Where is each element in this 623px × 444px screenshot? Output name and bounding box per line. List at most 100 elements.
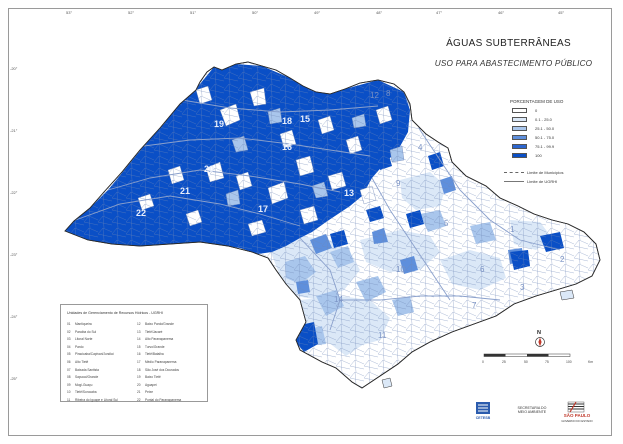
- ugrhi-list-item: 03 Litoral Norte: [67, 337, 93, 342]
- legend-swatch: [512, 126, 527, 131]
- ugrhi-number: 19: [214, 119, 224, 129]
- legend-label: 75.1 - 99.9: [535, 144, 555, 149]
- coord-top: 53°: [66, 10, 73, 15]
- coord-top: 51°: [190, 10, 197, 15]
- legend-swatch: [512, 135, 527, 140]
- map-frame: [8, 8, 612, 436]
- scale-label: 50: [524, 360, 528, 364]
- ugrhi-number: 17: [258, 204, 268, 214]
- ugrhi-number: 20: [204, 164, 214, 174]
- governo-label: GOVERNO DO ESTADO: [561, 419, 593, 423]
- ugrhi-list-item: 10 Tietê/Sorocaba: [67, 390, 97, 395]
- ugrhi-number: 7: [472, 301, 477, 310]
- ugrhi-number: 13: [344, 188, 354, 198]
- solid-line-symbol: [504, 181, 524, 183]
- ugrhi-number: 15: [300, 114, 310, 124]
- ugrhi-list-column: 01 Mantiqueira 02 Paraíba do Sul 03 Litoral…: [67, 322, 118, 406]
- ugrhi-list-box: Unidades de Gerenciamento de Recursos Hí…: [60, 304, 208, 402]
- north-label: N: [537, 330, 541, 336]
- coord-top: 46°: [498, 10, 505, 15]
- legend-title: PORCENTAGEM DE USO: [510, 99, 564, 104]
- ugrhi-list-item: 01 Mantiqueira: [67, 322, 92, 326]
- island: [381, 377, 393, 389]
- ugrhi-list-item: 07 Baixada Santista: [67, 367, 99, 372]
- coord-left: -20°: [10, 66, 18, 71]
- legend-label: 100: [535, 153, 542, 158]
- scale-label: 100: [566, 360, 572, 364]
- ugrhi-list-item: 05 Piracicaba/Capivari/Jundiaí: [67, 352, 114, 357]
- coord-left: -24°: [10, 314, 18, 319]
- legend-line-label: Limite de Municípios: [527, 170, 564, 175]
- ugrhi-list-item: 11 Ribeira do Iguape e Litoral Sul: [67, 397, 118, 402]
- ugrhi-number: 16: [282, 142, 292, 152]
- legend-label: 50.1 - 75.0: [535, 135, 555, 140]
- ugrhi-list-item: 12 Baixo Pardo/Grande: [137, 322, 174, 326]
- map-subtitle: USO PARA ABASTECIMENTO PÚBLICO: [434, 59, 593, 68]
- ugrhi-list-item: 14 Alto Paranapanema: [137, 337, 174, 342]
- scale-label: 0: [482, 360, 484, 364]
- coord-left: -25°: [10, 376, 18, 381]
- cetesb-label: CETESB: [475, 416, 491, 420]
- ugrhi-number: 14: [334, 295, 343, 304]
- ugrhi-list-item: 09 Mogi-Guaçu: [67, 382, 93, 387]
- coord-top: 45°: [558, 10, 565, 15]
- coord-left: -22°: [10, 190, 18, 195]
- legend-label: 25.1 - 50.0: [535, 126, 555, 131]
- coord-top: 49°: [314, 10, 321, 15]
- scale-label: Km: [588, 360, 594, 364]
- ugrhi-number: 11: [378, 331, 387, 340]
- dashed-line-symbol: [504, 172, 524, 174]
- ugrhi-number: 2: [560, 255, 565, 264]
- legend-swatch: [512, 108, 527, 113]
- ugrhi-number: 1: [510, 225, 515, 234]
- map-title: ÁGUAS SUBTERRÂNEAS: [446, 38, 571, 49]
- ugrhi-list-item: 04 Pardo: [67, 344, 84, 349]
- legend-line-label: Limite de UGRHI: [527, 179, 558, 184]
- coord-left: -23°: [10, 252, 18, 257]
- ugrhi-number: 18: [282, 116, 292, 126]
- legend-municipal-boundary: Limite de Municípios: [504, 170, 563, 175]
- cetesb-logo: [476, 402, 490, 414]
- coord-top: 50°: [252, 10, 259, 15]
- ugrhi-number: 8: [386, 89, 391, 98]
- ugrhi-number: 12: [370, 91, 379, 100]
- north-arrow: [535, 337, 545, 347]
- ugrhi-list-item: 13 Tietê/Jacaré: [137, 329, 163, 334]
- ugrhi-list-item: 16 Tietê/Batalha: [137, 352, 164, 357]
- coord-left: -21°: [10, 128, 18, 133]
- legend-swatch: [512, 117, 527, 122]
- ugrhi-number: 21: [180, 186, 190, 196]
- ugrhi-number: 10: [396, 265, 405, 274]
- ugrhi-list-item: 15 Turvo/Grande: [137, 344, 165, 349]
- secretaria-label: SECRETARIA DO MEIO AMBIENTE: [517, 406, 547, 414]
- coord-top: 47°: [436, 10, 443, 15]
- ugrhi-list-item: 18 São José dos Dourados: [137, 367, 180, 372]
- ugrhi-number: 4: [418, 143, 423, 152]
- ugrhi-list-column: 12 Baixo Pardo/Grande 13 Tietê/Jacaré 14 Al…: [137, 322, 181, 406]
- legend-swatch: [512, 153, 527, 158]
- scale-bar: [483, 353, 571, 357]
- scale-label: 25: [502, 360, 506, 364]
- ugrhi-list-item: 22 Pontal do Paranapanema: [137, 397, 182, 402]
- ugrhi-list-item: 19 Baixo Tietê: [137, 375, 161, 380]
- ugrhi-list-title: Unidades de Gerenciamento de Recursos Hí…: [67, 311, 163, 315]
- coord-top: 48°: [376, 10, 383, 15]
- ugrhi-number: 22: [136, 208, 146, 218]
- ugrhi-list-item: 21 Peixe: [137, 390, 153, 395]
- ugrhi-boundaries: [69, 91, 561, 331]
- ugrhi-list-item: 20 Aguapeí: [137, 382, 157, 387]
- ugrhi-number: 9: [396, 179, 401, 188]
- legend-ugrhi-boundary: Limite de UGRHI: [504, 179, 557, 184]
- scale-label: 75: [545, 360, 549, 364]
- ugrhi-number: 5: [444, 219, 449, 228]
- coord-top: 52°: [128, 10, 135, 15]
- sao-paulo-label: SÃO PAULO: [563, 413, 591, 418]
- ugrhi-number: 6: [480, 265, 485, 274]
- ugrhi-list-item: 06 Alto Tietê: [67, 359, 89, 364]
- ugrhi-list-item: 02 Paraíba do Sul: [67, 329, 97, 334]
- ugrhi-list-item: 17 Médio Paranapanema: [137, 359, 177, 364]
- legend-label: 0.1 - 25.0: [535, 117, 552, 122]
- ugrhi-list-item: 08 Sapucaí/Grande: [67, 375, 99, 380]
